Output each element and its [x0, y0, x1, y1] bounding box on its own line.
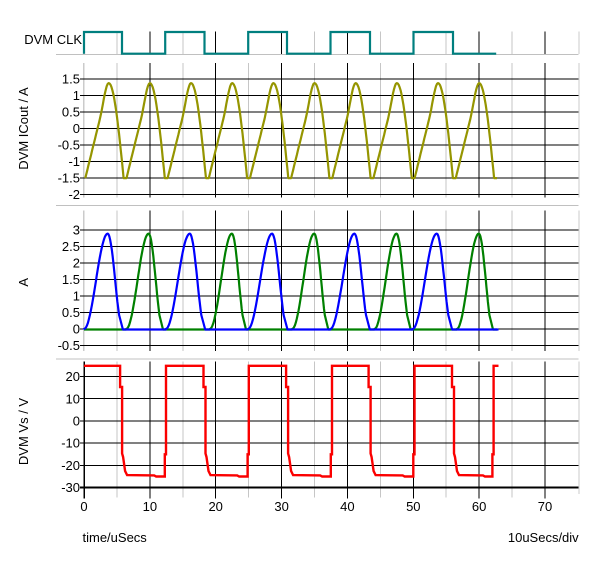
svg-text:DVM CLK: DVM CLK	[24, 32, 82, 47]
svg-text:40: 40	[340, 499, 354, 514]
svg-text:3: 3	[73, 223, 80, 238]
svg-text:1.5: 1.5	[62, 272, 80, 287]
svg-text:2.5: 2.5	[62, 239, 80, 254]
svg-text:-0.5: -0.5	[58, 138, 80, 153]
svg-text:0: 0	[73, 322, 80, 337]
svg-text:20: 20	[208, 499, 222, 514]
svg-text:10: 10	[143, 499, 157, 514]
svg-text:time/uSecs: time/uSecs	[83, 530, 148, 545]
svg-text:-0.5: -0.5	[58, 338, 80, 353]
svg-text:A: A	[16, 278, 31, 287]
svg-text:0: 0	[73, 121, 80, 136]
svg-text:0: 0	[73, 414, 80, 429]
svg-text:60: 60	[472, 499, 486, 514]
svg-text:0.5: 0.5	[62, 105, 80, 120]
svg-text:-10: -10	[61, 436, 80, 451]
svg-text:0.5: 0.5	[62, 305, 80, 320]
svg-text:2: 2	[73, 256, 80, 271]
svg-text:-2: -2	[68, 187, 80, 202]
svg-text:10uSecs/div: 10uSecs/div	[508, 530, 579, 545]
svg-text:0: 0	[80, 499, 87, 514]
svg-text:DVM Vs / V: DVM Vs / V	[16, 398, 31, 466]
svg-text:30: 30	[274, 499, 288, 514]
svg-text:1.5: 1.5	[62, 71, 80, 86]
svg-text:-30: -30	[61, 480, 80, 495]
svg-text:10: 10	[66, 391, 80, 406]
svg-text:20: 20	[66, 369, 80, 384]
svg-text:-1: -1	[68, 154, 80, 169]
svg-text:1: 1	[73, 88, 80, 103]
svg-text:70: 70	[538, 499, 552, 514]
svg-text:-1.5: -1.5	[58, 171, 80, 186]
svg-text:1: 1	[73, 289, 80, 304]
svg-text:-20: -20	[61, 458, 80, 473]
svg-text:50: 50	[406, 499, 420, 514]
svg-text:DVM ICout / A: DVM ICout / A	[16, 87, 31, 170]
